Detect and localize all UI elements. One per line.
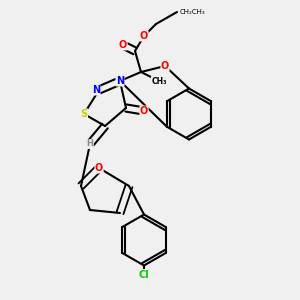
- Text: S: S: [80, 109, 88, 119]
- Text: O: O: [95, 163, 103, 173]
- Text: O: O: [161, 61, 169, 71]
- Text: N: N: [92, 85, 100, 95]
- Text: O: O: [140, 31, 148, 41]
- Text: H: H: [87, 140, 93, 148]
- Text: CH₂CH₃: CH₂CH₃: [180, 9, 206, 15]
- Text: Cl: Cl: [139, 269, 149, 280]
- Text: CH₃: CH₃: [151, 76, 167, 85]
- Text: O: O: [119, 40, 127, 50]
- Text: O: O: [140, 106, 148, 116]
- Text: N: N: [116, 76, 124, 86]
